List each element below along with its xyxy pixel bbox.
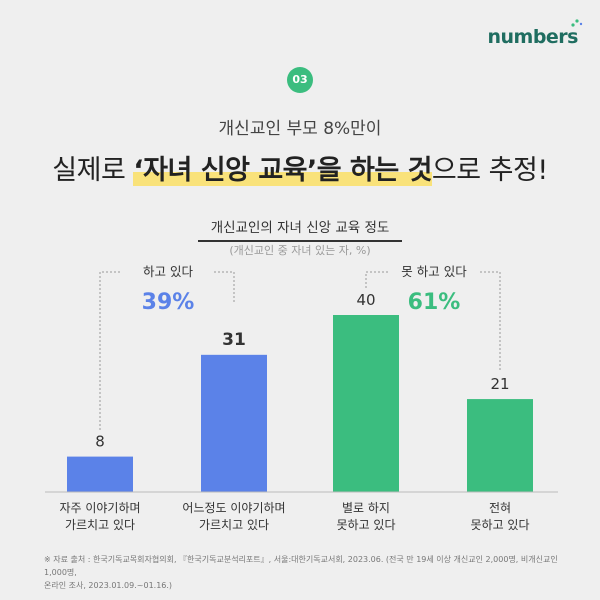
- group-bracket-doing: [99, 271, 235, 430]
- headline-pre: 실제로: [52, 155, 134, 186]
- bar-1: [67, 456, 133, 492]
- category-label-3: 별로 하지: [342, 501, 390, 515]
- group-value-not-doing: 61%: [408, 290, 461, 315]
- bar-value-label-3: 40: [356, 291, 375, 309]
- bar-2: [201, 354, 267, 492]
- group-label-doing: 하고 있다: [143, 264, 193, 279]
- headline-highlight: ‘자녀 신앙 교육’을 하는 것: [133, 155, 432, 186]
- category-label-1: 자주 이야기하며: [59, 501, 140, 515]
- chart-subtitle: (개신교인 중 자녀 있는 자, %): [229, 244, 371, 257]
- section-number-badge: 03: [287, 67, 313, 93]
- bar-value-label-4: 21: [490, 375, 509, 393]
- page-headline: 실제로 ‘자녀 신앙 교육’을 하는 것으로 추정!: [0, 148, 600, 187]
- chart-title: 개신교인의 자녀 신앙 교육 정도: [198, 216, 402, 242]
- category-label-4: 전혀: [489, 501, 511, 515]
- category-label-2: 가르치고 있다: [199, 518, 269, 532]
- category-label-2: 어느정도 이야기하며: [182, 501, 285, 515]
- bar-3: [333, 315, 399, 492]
- category-label-4: 못하고 있다: [470, 518, 529, 532]
- group-bracket-not-doing: [365, 271, 501, 370]
- bar-value-label-1: 8: [95, 433, 105, 451]
- footnote-line-1: ※ 자료 출처 : 한국기독교목회자협의회, 『한국기독교분석리포트』, 서울:…: [44, 555, 558, 577]
- footnote: ※ 자료 출처 : 한국기독교목회자협의회, 『한국기독교분석리포트』, 서울:…: [44, 553, 570, 592]
- group-value-doing: 39%: [142, 290, 195, 315]
- page-subtitle: 개신교인 부모 8%만이: [218, 119, 382, 139]
- category-label-3: 못하고 있다: [336, 518, 395, 532]
- bar-value-label-2: 31: [222, 330, 246, 350]
- group-label-not-doing: 못 하고 있다: [401, 264, 467, 279]
- footnote-line-2: 온라인 조사, 2023.01.09.~01.16.): [44, 581, 173, 590]
- category-label-1: 가르치고 있다: [65, 518, 135, 532]
- bar-4: [467, 399, 533, 492]
- numbers-logo: numbers: [487, 19, 583, 48]
- logo-dots-icon: [571, 19, 583, 27]
- headline-post: 으로 추정!: [431, 155, 548, 186]
